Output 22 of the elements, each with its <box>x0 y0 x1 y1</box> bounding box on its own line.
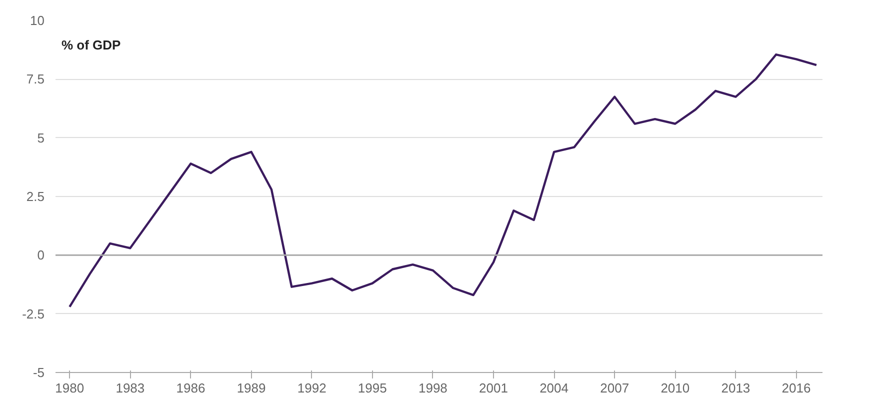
x-tick-label: 1995 <box>358 380 387 396</box>
x-tick-label: 1983 <box>116 380 145 396</box>
x-tick-label: 2004 <box>540 380 569 396</box>
x-tick-label: 2016 <box>782 380 811 396</box>
line-series <box>68 53 818 308</box>
x-tick-label: 2010 <box>660 380 690 396</box>
y-tick-label: -5 <box>32 365 45 380</box>
y-axis-title: % of GDP <box>62 38 122 52</box>
y-tick-label: 10 <box>30 13 45 28</box>
y-tick-label: 7.5 <box>26 72 45 87</box>
x-tick-label: 1998 <box>418 380 448 396</box>
x-tick-label: 2007 <box>600 380 630 396</box>
x-tick-label: 1992 <box>297 380 326 396</box>
x-tick-label: 2001 <box>479 380 508 396</box>
x-tick-label: 2013 <box>721 380 750 396</box>
x-tick-label: 1989 <box>236 380 266 396</box>
x-tick-label: 1980 <box>55 380 84 396</box>
y-tick-label: 0 <box>37 248 45 263</box>
x-tick-label: 1986 <box>176 380 206 396</box>
y-tick-label: 5 <box>37 130 45 146</box>
y-tick-label: 2.5 <box>26 189 45 204</box>
y-tick-label: -2.5 <box>22 306 45 322</box>
